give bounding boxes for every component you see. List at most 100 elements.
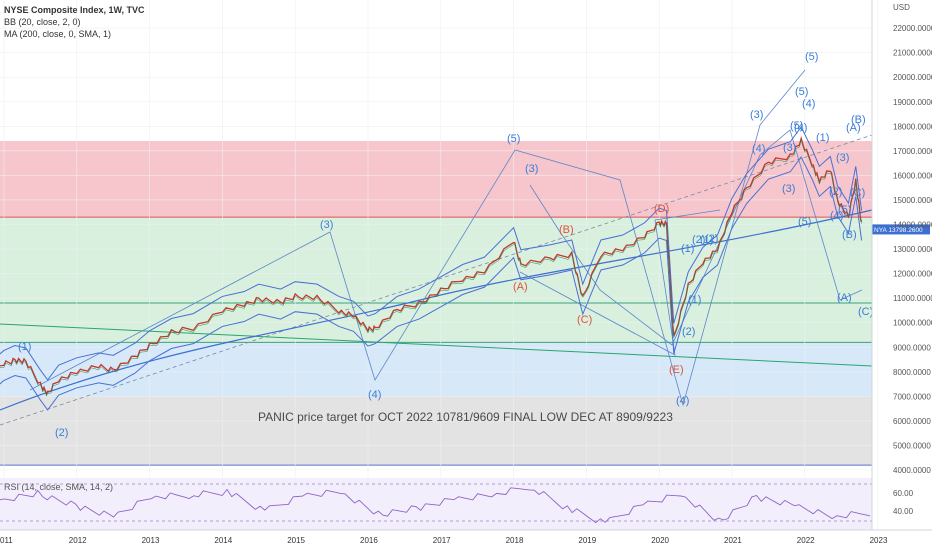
wave-label-blue: (A) bbox=[837, 292, 852, 304]
y-tick-label: 20000.0000 bbox=[893, 73, 932, 82]
zone-red bbox=[0, 141, 872, 218]
bb-lower bbox=[0, 156, 863, 411]
y-axis: USD 22000.0000 21000.0000 20000.0000 19000.0… bbox=[871, 0, 932, 530]
x-axis: 011 2012 2013 2014 2015 2016 2017 2018 2019 2020 2… bbox=[0, 529, 932, 545]
y-tick-label: 9000.0000 bbox=[893, 343, 931, 352]
wave-label-red: (A) bbox=[513, 281, 528, 293]
rsi-panel: 60.00 40.00 bbox=[0, 478, 914, 530]
wave-label-blue: (4) bbox=[676, 395, 689, 407]
trendline-green bbox=[0, 323, 873, 367]
legend-bb[interactable]: BB (20, close, 2, 0) bbox=[4, 17, 81, 27]
y-tick-label: 8000.0000 bbox=[893, 368, 931, 377]
y-tick-label: 14000.0000 bbox=[893, 221, 932, 230]
wave-label-blue: (5) bbox=[507, 133, 520, 145]
y-tick-label: 7000.0000 bbox=[893, 392, 931, 401]
wave-label-blue: (1) bbox=[816, 132, 829, 144]
wave-label-blue: (2) bbox=[829, 186, 842, 198]
wave-label-blue: (4) bbox=[794, 122, 807, 134]
x-tick-label: 2020 bbox=[651, 536, 669, 545]
y-tick-label: 10000.0000 bbox=[893, 319, 932, 328]
ma200-line bbox=[0, 209, 873, 411]
y-tick-label: 6000.0000 bbox=[893, 417, 931, 426]
price-line-shadow bbox=[0, 139, 862, 397]
wave-label-blue: (4) bbox=[752, 143, 765, 155]
x-tick-label: 2019 bbox=[578, 536, 596, 545]
legend-title[interactable]: NYSE Composite Index, 1W, TVC bbox=[4, 5, 145, 15]
y-axis-unit: USD bbox=[893, 3, 910, 12]
wave-label-blue: (4) bbox=[830, 210, 843, 222]
x-tick-label: 2023 bbox=[870, 536, 888, 545]
bb-upper bbox=[0, 126, 863, 381]
wave-label-blue: (1) bbox=[700, 234, 713, 246]
wave-label-blue: (3) bbox=[525, 163, 538, 175]
wave-label-blue: (1) bbox=[688, 294, 701, 306]
wave-label-blue: (4) bbox=[368, 389, 381, 401]
wave-label-blue: (5) bbox=[798, 216, 811, 228]
wave-label-blue: (2) bbox=[692, 234, 705, 246]
wave-label-blue: (5) bbox=[790, 120, 803, 132]
rsi-background bbox=[0, 478, 872, 530]
wave-label-blue: (B) bbox=[851, 114, 866, 126]
wave-label-blue: (C) bbox=[850, 187, 865, 199]
x-tick-label: 2016 bbox=[360, 536, 378, 545]
wave-label-red: (E) bbox=[669, 364, 684, 376]
price-series: NYA 13798.2600 bbox=[0, 135, 930, 397]
wave-label-blue: (2) bbox=[682, 326, 695, 338]
wave-label-blue: (C) bbox=[858, 306, 873, 318]
wave-label-blue: (5) bbox=[805, 51, 818, 63]
bollinger-bands bbox=[0, 126, 863, 411]
chart-legend: NYSE Composite Index, 1W, TVC BB (20, cl… bbox=[4, 4, 145, 40]
rsi-legend[interactable]: RSI (14, close, SMA, 14, 2) bbox=[4, 482, 114, 492]
y-tick-label: 19000.0000 bbox=[893, 98, 932, 107]
wave-label-blue: (3) bbox=[782, 183, 795, 195]
last-price-label: NYA 13798.2600 bbox=[874, 227, 923, 234]
rsi-tick-label: 40.00 bbox=[893, 507, 914, 516]
wave-line-blue bbox=[29, 69, 806, 407]
panic-annotation: PANIC price target for OCT 2022 10781/96… bbox=[258, 410, 673, 424]
zone-gray bbox=[0, 396, 872, 466]
wave-label-red: (B) bbox=[559, 224, 574, 236]
y-tick-label: 5000.0000 bbox=[893, 441, 931, 450]
y-tick-label: 21000.0000 bbox=[893, 49, 932, 58]
last-price-tag bbox=[872, 224, 930, 235]
wave-label-blue: (3) bbox=[320, 219, 333, 231]
trendlines bbox=[0, 69, 873, 426]
legend-ma[interactable]: MA (200, close, 0, SMA, 1) bbox=[4, 29, 112, 39]
zone-blue bbox=[0, 342, 872, 397]
wave-label-blue: (1) bbox=[681, 243, 694, 255]
y-tick-label: 17000.0000 bbox=[893, 147, 932, 156]
x-tick-label: 2018 bbox=[506, 536, 524, 545]
x-tick-label: 2021 bbox=[724, 536, 742, 545]
wave-label-blue: (A) bbox=[846, 122, 861, 134]
price-line bbox=[0, 135, 863, 396]
x-tick-label: 2015 bbox=[287, 536, 305, 545]
y-tick-label: 13000.0000 bbox=[893, 245, 932, 254]
rsi-tick-label: 60.00 bbox=[893, 489, 914, 498]
wave-label-blue: (B) bbox=[842, 229, 857, 241]
wave-line-blue-2 bbox=[529, 129, 863, 346]
y-tick-label: 18000.0000 bbox=[893, 122, 932, 131]
trendline-dashed bbox=[0, 134, 873, 426]
wave-label-blue: (3) bbox=[750, 109, 763, 121]
x-tick-label: 2014 bbox=[214, 536, 232, 545]
y-tick-label: 11000.0000 bbox=[893, 294, 932, 303]
y-tick-label: 12000.0000 bbox=[893, 270, 932, 279]
x-tick-label: 2013 bbox=[142, 536, 160, 545]
wave-label-blue: (5) bbox=[838, 204, 851, 216]
y-tick-label: 16000.0000 bbox=[893, 171, 932, 180]
wave-label-blue: (5) bbox=[795, 86, 808, 98]
y-tick-label: 22000.0000 bbox=[893, 24, 932, 33]
wave-labels: (1)(2)(3)(4)(5)(3)(4)(1)(2)(1)(2)(1)(2)(… bbox=[18, 51, 873, 439]
wave-label-blue: (2) bbox=[705, 233, 718, 245]
wave-line-red bbox=[519, 209, 721, 356]
wave-label-blue: (4) bbox=[802, 98, 815, 110]
x-tick-label: 2012 bbox=[69, 536, 87, 545]
x-tick-label: 2017 bbox=[433, 536, 451, 545]
wave-label-blue: (1) bbox=[18, 341, 31, 353]
wave-label-blue: (3) bbox=[783, 142, 796, 154]
rsi-line bbox=[0, 487, 871, 524]
x-tick-label: 2022 bbox=[797, 536, 815, 545]
price-zones bbox=[0, 141, 872, 466]
wave-label-blue: (3) bbox=[836, 152, 849, 164]
